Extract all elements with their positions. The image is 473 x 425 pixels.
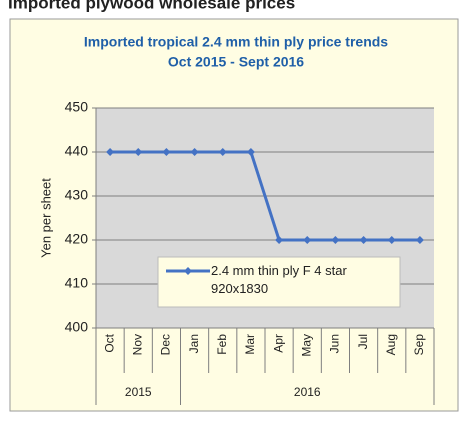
x-tick-label: Jul <box>356 334 370 349</box>
x-tick-label: Apr <box>271 334 285 353</box>
point-marker <box>415 236 424 244</box>
x-tick-label: Mar <box>243 334 257 355</box>
x-tick-label: May <box>299 334 313 357</box>
y-tick-label: 420 <box>65 231 89 247</box>
point-marker <box>162 148 171 156</box>
x-tick-label: Nov <box>130 334 144 355</box>
page-header: Imported plywood wholesale prices <box>8 0 295 12</box>
chart-title: Imported tropical 2.4 mm thin ply price … <box>84 34 388 50</box>
x-tick-label: Jun <box>328 334 342 353</box>
x-tick-label: Oct <box>102 333 116 352</box>
y-tick-label: 440 <box>65 143 89 159</box>
point-marker <box>331 236 340 244</box>
y-tick-label: 410 <box>65 275 89 291</box>
x-tick-label: Feb <box>215 334 229 355</box>
point-marker <box>303 236 312 244</box>
chart-subtitle: Oct 2015 - Sept 2016 <box>168 54 304 70</box>
legend-text-box: 2.4 mm thin ply F 4 star 920x1830 <box>211 263 347 296</box>
y-axis-label: Yen per sheet <box>38 178 53 258</box>
x-tick-label: Sep <box>412 334 426 356</box>
x-tick-label: Aug <box>384 334 398 355</box>
point-marker <box>106 148 115 156</box>
y-tick-label: 400 <box>65 319 89 335</box>
series-line <box>110 150 420 242</box>
point-marker <box>218 148 227 156</box>
y-tick-label: 450 <box>65 99 89 115</box>
point-marker <box>134 148 143 156</box>
legend <box>157 256 401 308</box>
point-marker <box>387 236 396 244</box>
legend-marker <box>184 267 192 275</box>
group-label: 2016 <box>294 385 321 399</box>
legend-label: 2.4 mm thin ply F 4 star 920x1830 <box>211 263 347 296</box>
group-label: 2015 <box>125 385 152 399</box>
point-marker <box>275 236 284 244</box>
x-tick-label: Jan <box>187 334 201 353</box>
x-tick-label: Dec <box>159 334 173 355</box>
point-marker <box>190 148 199 156</box>
point-marker <box>246 148 255 156</box>
point-marker <box>359 236 368 244</box>
y-tick-label: 430 <box>65 187 89 203</box>
